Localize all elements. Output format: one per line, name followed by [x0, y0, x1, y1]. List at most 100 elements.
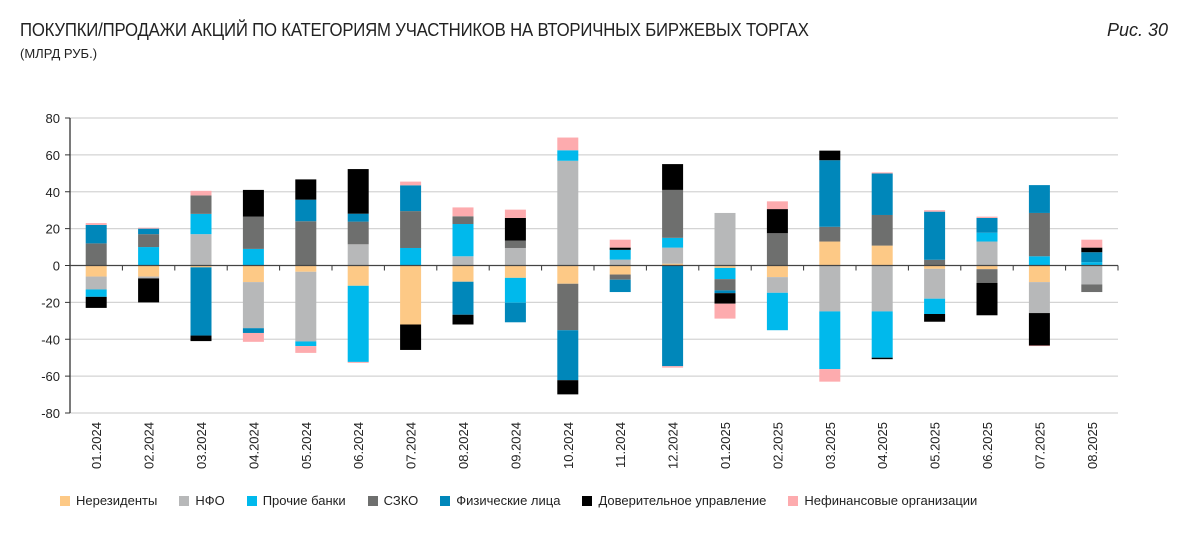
bar-segment	[557, 150, 579, 161]
bar-segment	[609, 249, 631, 260]
bar-segment	[295, 341, 317, 347]
bar-segment	[766, 209, 788, 234]
legend-item: Нефинансовые организации	[788, 493, 977, 508]
bar-segment	[400, 211, 422, 248]
bar-segment	[504, 217, 526, 241]
x-tick-label: 02.2024	[142, 422, 157, 469]
legend-item: Прочие банки	[246, 493, 346, 508]
x-tick-label: 07.2024	[404, 422, 419, 469]
bar-segment	[504, 277, 526, 303]
bar-segment	[1081, 262, 1103, 266]
bar-segment	[662, 189, 684, 238]
bar-segment	[1028, 185, 1050, 213]
bar-segment	[557, 137, 579, 151]
bar-segment	[662, 263, 684, 266]
x-tick-label: 03.2025	[823, 422, 838, 469]
bar-segment	[190, 234, 212, 266]
y-tick-label: 0	[53, 259, 60, 274]
bar-segment	[1028, 313, 1050, 346]
bar-segment	[242, 265, 264, 283]
bar-segment	[452, 207, 474, 217]
x-tick-label: 10.2024	[561, 422, 576, 469]
legend-label: НФО	[195, 493, 225, 508]
bar-segment	[609, 247, 631, 250]
bar-segment	[138, 278, 160, 303]
legend-label: Нерезиденты	[76, 493, 158, 508]
bar-segment	[976, 241, 998, 266]
bar-segment	[452, 281, 474, 315]
bar-segment	[1081, 265, 1103, 285]
bar-segment	[819, 226, 841, 242]
bar-segment	[504, 247, 526, 266]
bar-segment	[662, 237, 684, 248]
bar-segment	[400, 324, 422, 350]
x-tick-label: 02.2025	[770, 422, 785, 469]
legend-item: Нерезиденты	[60, 493, 157, 508]
y-tick-label: -40	[41, 332, 60, 347]
x-tick-label: 01.2024	[89, 422, 104, 469]
bar-segment	[85, 223, 107, 225]
bar-segment	[976, 282, 998, 316]
bar-segment	[347, 361, 369, 363]
bar-segment	[609, 279, 631, 293]
bar-segment	[347, 169, 369, 214]
bar-segment	[662, 164, 684, 190]
bar-segment	[557, 160, 579, 266]
bar-segment	[871, 172, 893, 174]
bar-segment	[85, 243, 107, 266]
y-tick-label: 20	[46, 222, 60, 237]
bar-segment	[871, 265, 893, 312]
bar-segment	[85, 289, 107, 297]
legend-swatch	[582, 495, 593, 506]
bar-segment	[557, 380, 579, 395]
bar-segment	[190, 265, 212, 268]
bar-segment	[347, 265, 369, 286]
legend-swatch	[246, 495, 257, 506]
x-tick-label: 07.2025	[1032, 422, 1047, 469]
y-tick-label: 80	[46, 111, 60, 126]
bar-segment	[924, 210, 946, 212]
bar-segment	[242, 282, 264, 329]
bar-segment	[714, 303, 736, 319]
bar-segment	[1028, 265, 1050, 283]
bar-segment	[871, 214, 893, 246]
bar-segment	[400, 247, 422, 266]
bar-segment	[976, 265, 998, 270]
bar-segment	[557, 265, 579, 284]
bar-segment	[452, 216, 474, 225]
bar-segment	[714, 267, 736, 280]
bar-segment	[138, 265, 160, 277]
bar-segment	[766, 265, 788, 278]
legend-swatch	[179, 495, 190, 506]
bar-segment	[766, 201, 788, 210]
bar-segment	[609, 274, 631, 280]
bar-segment	[1028, 282, 1050, 314]
bar-segment	[242, 332, 264, 342]
bar-segment	[662, 247, 684, 264]
bar-segment	[85, 296, 107, 308]
bar-segment	[295, 179, 317, 200]
legend-label: Нефинансовые организации	[804, 493, 978, 508]
figure-label: Рис. 30	[1106, 20, 1168, 40]
x-tick-label: 09.2024	[508, 422, 523, 469]
y-tick-label: -80	[41, 406, 60, 421]
y-tick-label: 40	[46, 185, 60, 200]
bar-segment	[819, 311, 841, 370]
bar-segment	[85, 265, 107, 277]
bar-segment	[871, 245, 893, 266]
x-tick-label: 06.2025	[980, 422, 995, 469]
x-tick-label: 04.2025	[875, 422, 890, 469]
bar-segment	[504, 240, 526, 248]
legend-swatch	[788, 495, 799, 506]
bar-segment	[295, 199, 317, 222]
bar-segment	[138, 234, 160, 248]
bar-segment	[819, 241, 841, 266]
bar-segment	[766, 292, 788, 331]
bar-segment	[190, 195, 212, 214]
bar-segment	[976, 269, 998, 283]
bar-segment	[347, 244, 369, 266]
bar-segment	[242, 328, 264, 333]
bar-segment	[819, 150, 841, 161]
bar-segment	[557, 283, 579, 331]
bar-segment	[714, 212, 736, 266]
